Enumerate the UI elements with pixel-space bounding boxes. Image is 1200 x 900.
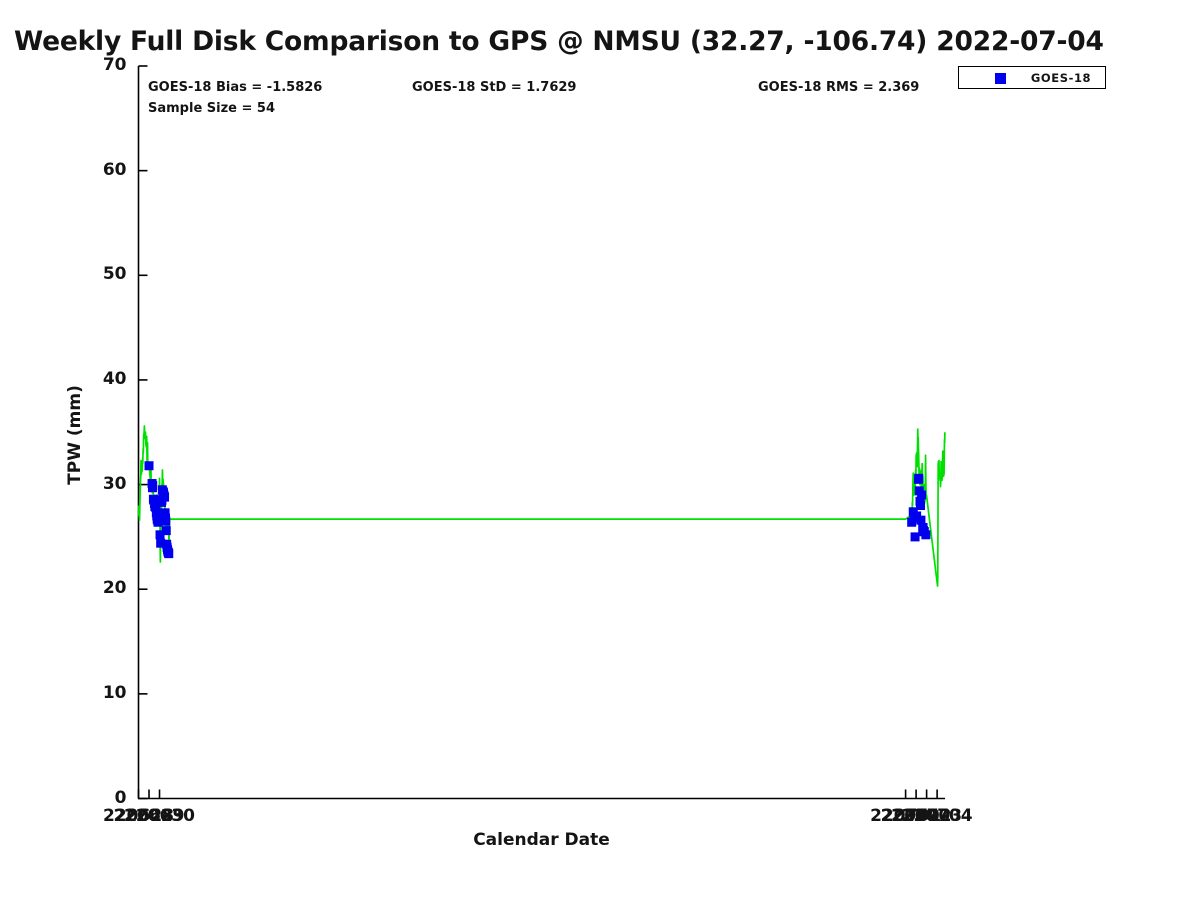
legend-label-goes18: GOES-18 xyxy=(1030,71,1092,85)
y-tick-label: 10 xyxy=(102,682,127,703)
y-tick-label: 40 xyxy=(102,368,127,389)
stat-rms: GOES-18 RMS = 2.369 xyxy=(758,80,920,95)
data-point-marker xyxy=(148,481,158,491)
legend: GOES-18 xyxy=(958,66,1106,89)
x-tick-label: 220630 xyxy=(124,805,195,826)
y-tick-label: 0 xyxy=(114,787,127,808)
data-point-marker xyxy=(161,516,171,526)
data-point-marker xyxy=(914,473,924,483)
gps-tpw-line xyxy=(137,425,946,587)
data-point-marker xyxy=(910,532,920,542)
data-point-marker xyxy=(921,530,931,540)
x-axis-label: Calendar Date xyxy=(473,830,610,850)
y-tick-label: 20 xyxy=(102,578,127,599)
series-goes18-markers xyxy=(144,461,931,559)
stat-sample-size: Sample Size = 54 xyxy=(148,101,276,116)
stat-bias: GOES-18 Bias = -1.5826 xyxy=(148,80,323,95)
legend-marker-goes18-icon xyxy=(995,73,1006,84)
data-point-marker xyxy=(917,490,927,500)
axis-lines xyxy=(137,66,945,800)
x-tick-label: 220703 xyxy=(891,805,963,826)
data-point-marker xyxy=(155,530,165,540)
data-point-marker xyxy=(160,508,170,518)
stat-std: GOES-18 StD = 1.7629 xyxy=(412,80,577,95)
data-point-marker xyxy=(916,501,926,510)
page-title: Weekly Full Disk Comparison to GPS @ NMS… xyxy=(14,26,1104,57)
data-point-marker xyxy=(164,549,174,559)
data-point-marker xyxy=(151,503,161,513)
x-tick-label: 220704 xyxy=(901,805,973,826)
data-point-marker xyxy=(161,526,171,536)
x-tick-label: 220702 xyxy=(880,805,952,826)
data-point-marker xyxy=(144,461,154,471)
x-tick-marks xyxy=(137,789,938,799)
data-point-marker xyxy=(160,492,170,502)
y-tick-label: 50 xyxy=(102,264,127,285)
y-tick-label: 70 xyxy=(102,55,127,75)
x-tick-label: 220629 xyxy=(113,805,185,826)
data-point-marker xyxy=(156,538,166,548)
x-tick-label: 220628 xyxy=(103,805,174,826)
x-tick-label: 220701 xyxy=(870,805,942,826)
data-point-marker xyxy=(153,517,163,527)
y-tick-label: 60 xyxy=(102,159,127,180)
y-tick-label: 30 xyxy=(102,473,127,494)
data-point-marker xyxy=(916,515,926,525)
series-gps-line xyxy=(137,425,946,587)
